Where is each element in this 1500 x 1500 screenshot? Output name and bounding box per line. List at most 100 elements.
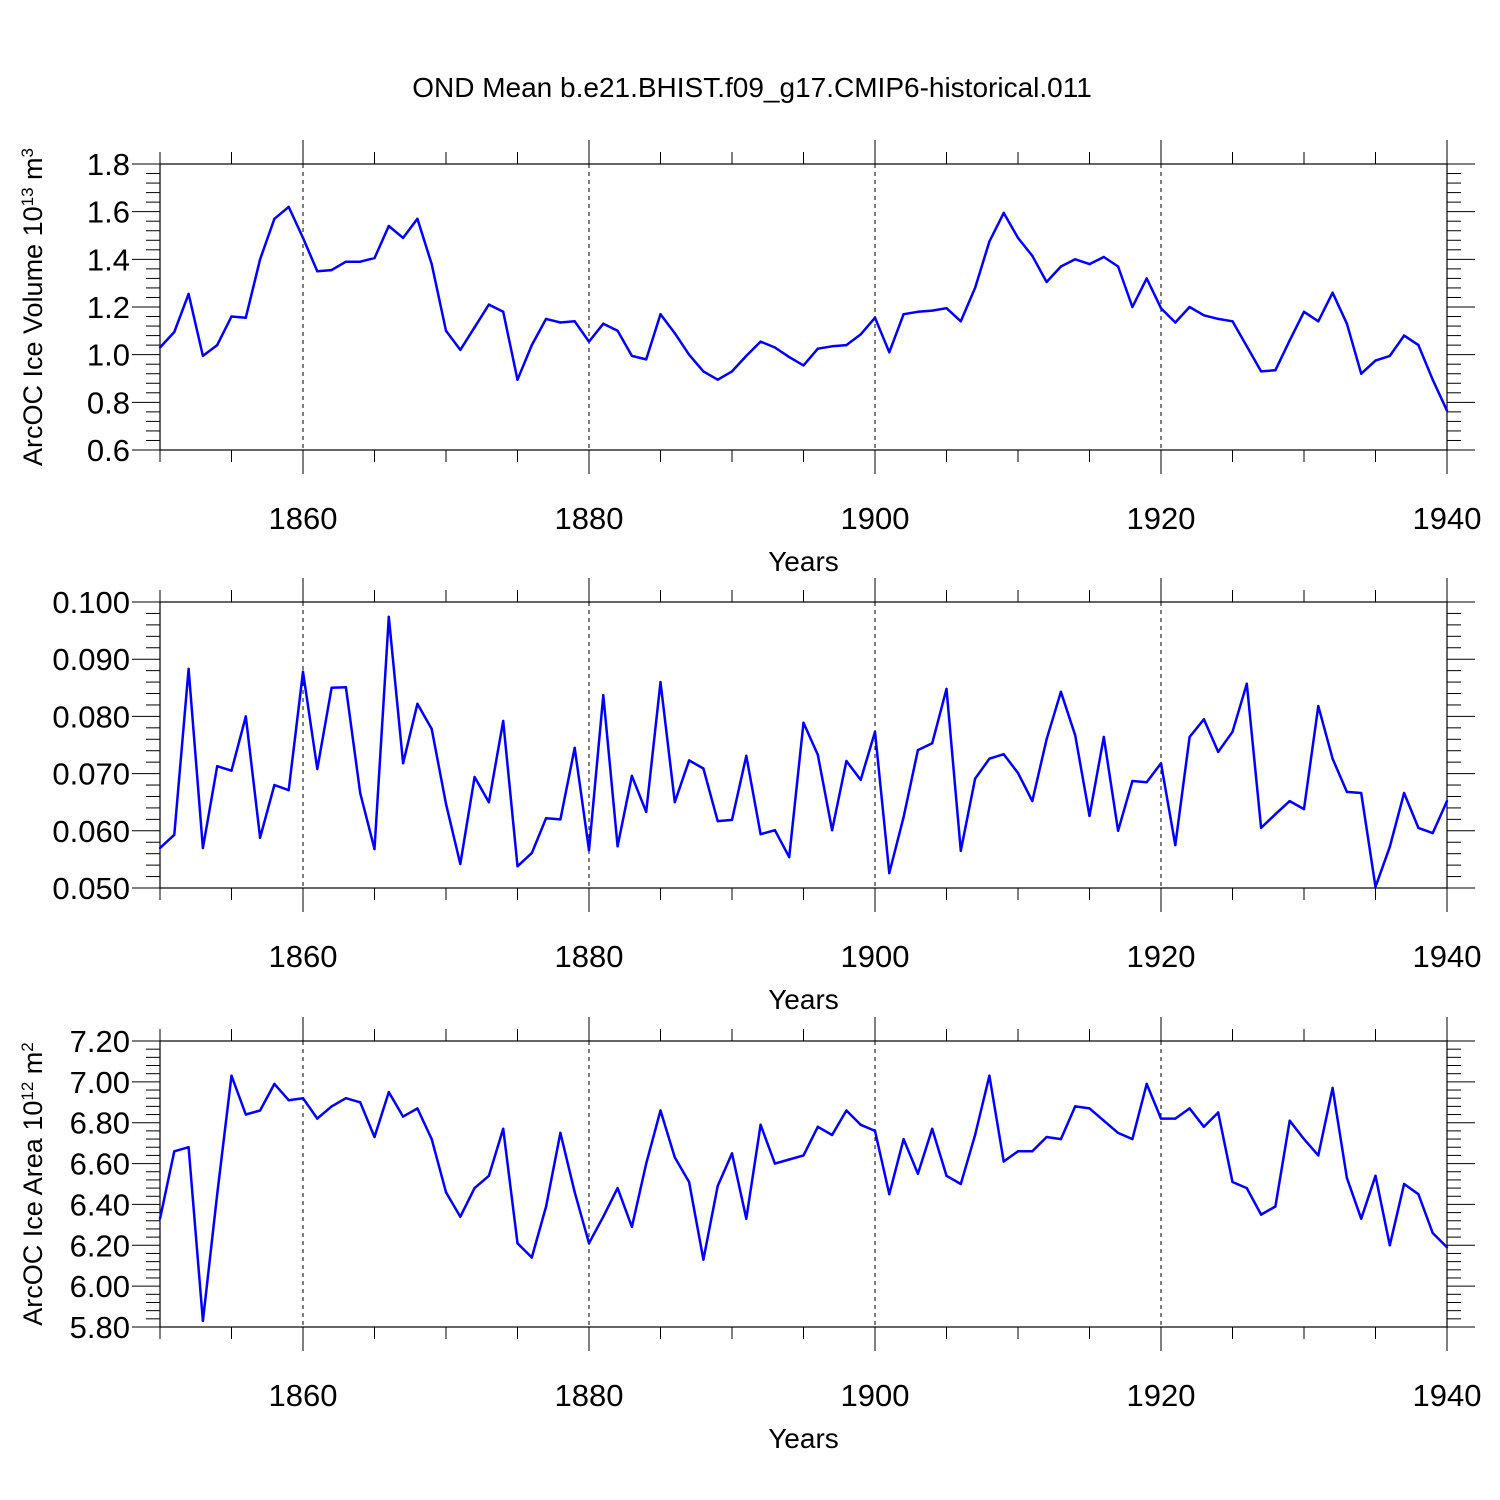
data-point (258, 258, 262, 261)
data-point (630, 1225, 634, 1229)
data-point (1431, 378, 1434, 381)
data-point (344, 260, 348, 263)
panel-3: 5.80 6.00 6.20 6.40 6.60 6.80 7.00 7.20 1860 1880… (18, 1017, 1481, 1454)
data-point (559, 1131, 562, 1135)
data-point (1145, 1082, 1148, 1086)
data-point (487, 1174, 491, 1178)
data-point (430, 262, 433, 266)
data-point (1159, 306, 1163, 310)
data-point (1074, 1105, 1077, 1108)
data-point (1217, 750, 1220, 754)
data-point (645, 358, 648, 361)
data-point (602, 322, 605, 325)
data-point (287, 788, 290, 792)
plot-frame (159, 1040, 1448, 1328)
data-point (1031, 254, 1034, 257)
data-point (988, 240, 991, 243)
data-point (1374, 359, 1377, 362)
data-point (1016, 1150, 1020, 1153)
data-point (1445, 409, 1449, 412)
data-point (616, 845, 619, 848)
data-point (173, 1150, 176, 1153)
data-point (201, 354, 205, 358)
data-point (645, 1162, 648, 1165)
data-point (1131, 305, 1134, 309)
data-point (1374, 885, 1377, 889)
data-point (444, 1190, 448, 1194)
data-point (873, 316, 877, 319)
data-point (788, 1158, 791, 1161)
data-point (1402, 334, 1406, 337)
data-point (1217, 317, 1220, 321)
data-point (702, 370, 705, 373)
data-point (616, 1186, 619, 1190)
data-point (401, 762, 405, 765)
data-point (745, 1217, 748, 1220)
data-point (473, 1186, 476, 1190)
data-point (187, 667, 190, 671)
data-point (945, 687, 948, 691)
data-point (1360, 372, 1363, 375)
data-point (359, 791, 362, 795)
y-tick-label: 0.050 (52, 871, 130, 906)
x-tick-label: 1880 (555, 1378, 624, 1413)
data-point (702, 767, 705, 770)
data-point (1431, 831, 1434, 835)
data-point (516, 1242, 519, 1245)
data-point (1431, 1231, 1434, 1235)
x-axis-label: Years (768, 1423, 839, 1454)
data-point (1388, 845, 1392, 849)
data-point (1074, 258, 1077, 261)
data-point (1231, 1180, 1234, 1184)
data-point (387, 1090, 390, 1094)
data-point (530, 851, 533, 855)
data-point (1259, 826, 1263, 830)
data-point (401, 1115, 405, 1118)
panel-1: 0.6 0.8 1.0 1.2 1.4 1.6 1.8 1860 1880 1900 1920 194… (18, 140, 1481, 577)
data-point (573, 320, 576, 323)
data-point (988, 757, 991, 760)
data-point (1259, 370, 1263, 373)
y-tick-label: 1.4 (87, 242, 130, 277)
x-tick-label: 1920 (1127, 1378, 1196, 1413)
data-point (559, 321, 562, 324)
data-point (1288, 1119, 1291, 1122)
data-point (1388, 1244, 1392, 1247)
data-point (859, 333, 862, 336)
data-point (830, 345, 834, 348)
y-axis-label-ylabel-unit: m (18, 1052, 48, 1082)
data-point (745, 754, 748, 758)
data-point (945, 1174, 948, 1178)
data-point (387, 224, 390, 228)
data-point (973, 777, 977, 780)
y-tick-label: 6.40 (70, 1187, 130, 1222)
data-point (888, 871, 891, 875)
data-point (1002, 211, 1005, 215)
y-tick-label: 0.080 (52, 699, 130, 734)
data-point (301, 1097, 305, 1100)
data-point (587, 849, 591, 852)
data-point (230, 769, 233, 772)
data-point (244, 715, 247, 718)
data-point (931, 742, 934, 745)
data-point (788, 355, 791, 359)
data-point (1402, 791, 1406, 795)
data-point (959, 1182, 962, 1186)
data-point (487, 303, 491, 306)
data-point (459, 348, 462, 352)
data-point (773, 346, 777, 349)
data-point (273, 217, 276, 221)
data-point (1317, 320, 1320, 323)
data-point (745, 354, 748, 358)
y-tick-label: 0.6 (87, 433, 130, 468)
data-point (988, 1074, 991, 1077)
data-point (158, 846, 162, 850)
data-point (1274, 813, 1277, 816)
data-point (931, 1127, 934, 1131)
data-point (573, 746, 576, 750)
data-point (216, 343, 219, 347)
data-point (559, 818, 562, 821)
x-tick-label: 1940 (1413, 939, 1482, 974)
data-point (1374, 1174, 1377, 1178)
data-point (1016, 236, 1020, 240)
